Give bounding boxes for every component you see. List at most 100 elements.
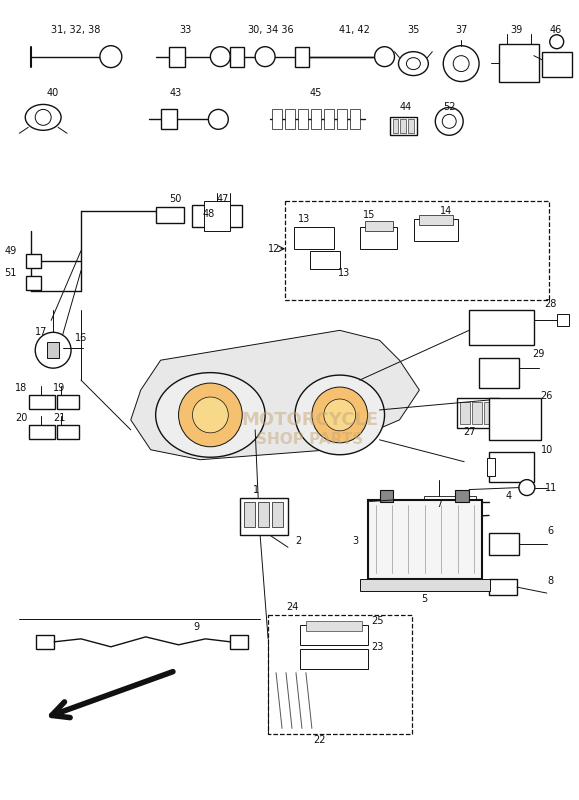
Circle shape <box>210 46 230 66</box>
Bar <box>230 46 244 66</box>
Text: 27: 27 <box>463 427 475 437</box>
Bar <box>258 502 269 527</box>
Text: 25: 25 <box>371 616 384 626</box>
Bar <box>350 110 360 130</box>
Bar <box>310 250 340 269</box>
Bar <box>47 342 59 358</box>
Text: 8: 8 <box>548 576 554 586</box>
Bar <box>479 358 519 388</box>
Bar <box>487 458 495 476</box>
Bar <box>469 310 534 346</box>
Circle shape <box>35 110 51 126</box>
Text: 23: 23 <box>371 642 384 652</box>
Bar <box>337 110 347 130</box>
Bar <box>57 395 79 409</box>
Ellipse shape <box>406 58 420 70</box>
Text: 50: 50 <box>170 194 182 204</box>
Bar <box>360 579 490 591</box>
Text: 3: 3 <box>353 536 359 546</box>
Bar <box>557 314 569 326</box>
Circle shape <box>208 110 228 130</box>
Circle shape <box>312 387 368 442</box>
Bar <box>26 275 41 290</box>
Text: 2: 2 <box>295 536 301 546</box>
Text: 46: 46 <box>549 25 562 34</box>
Text: 34 36: 34 36 <box>266 25 294 34</box>
Bar <box>300 625 368 645</box>
Bar <box>311 110 321 130</box>
Bar <box>390 507 454 522</box>
Circle shape <box>255 46 275 66</box>
Bar <box>408 119 415 134</box>
Bar <box>460 402 470 424</box>
Text: 17: 17 <box>35 327 47 338</box>
Text: 18: 18 <box>15 383 27 393</box>
Text: 15: 15 <box>364 210 376 220</box>
Text: 49: 49 <box>4 246 16 256</box>
Bar <box>390 118 417 135</box>
Circle shape <box>435 107 463 135</box>
Text: 14: 14 <box>440 206 452 216</box>
Text: 28: 28 <box>545 299 557 310</box>
Text: 21: 21 <box>53 413 65 423</box>
Bar <box>365 221 393 231</box>
Text: SHOP PARTS: SHOP PARTS <box>256 432 364 447</box>
Bar <box>272 110 282 130</box>
Text: 45: 45 <box>310 89 322 98</box>
Ellipse shape <box>398 52 428 75</box>
Text: 30,: 30, <box>247 25 263 34</box>
Bar <box>30 395 55 409</box>
Text: 29: 29 <box>533 350 545 359</box>
Text: 41, 42: 41, 42 <box>339 25 370 34</box>
Bar <box>156 207 184 223</box>
Text: 48: 48 <box>202 209 214 219</box>
Bar <box>192 205 242 227</box>
Text: 10: 10 <box>541 445 553 454</box>
Text: 4: 4 <box>506 490 512 501</box>
Bar <box>240 498 288 535</box>
Text: 51: 51 <box>4 268 16 278</box>
Bar <box>285 201 549 301</box>
Circle shape <box>442 114 456 128</box>
Text: 43: 43 <box>170 89 182 98</box>
Bar <box>244 502 255 527</box>
Text: 5: 5 <box>422 594 427 604</box>
Circle shape <box>549 34 564 49</box>
Bar <box>424 495 476 507</box>
Bar <box>489 452 534 482</box>
Bar <box>415 219 458 241</box>
Text: 24: 24 <box>286 602 298 612</box>
Text: 6: 6 <box>548 526 554 536</box>
Bar <box>324 110 334 130</box>
Text: 35: 35 <box>407 25 420 34</box>
Text: MOTORCYCLE: MOTORCYCLE <box>241 411 379 429</box>
Text: 26: 26 <box>541 391 553 401</box>
Bar <box>298 110 308 130</box>
Bar <box>30 425 55 439</box>
Text: 13: 13 <box>298 214 310 224</box>
Bar <box>457 398 499 428</box>
Bar <box>489 398 541 440</box>
Ellipse shape <box>156 373 265 458</box>
Bar <box>36 635 54 649</box>
Bar <box>57 425 79 439</box>
Text: 12: 12 <box>268 244 280 254</box>
Bar <box>368 499 482 579</box>
Bar <box>472 402 482 424</box>
Bar <box>204 201 230 231</box>
Bar <box>285 110 295 130</box>
Text: 22: 22 <box>314 735 326 746</box>
Bar <box>268 615 412 734</box>
Bar <box>160 110 177 130</box>
Bar <box>401 119 406 134</box>
Circle shape <box>35 332 71 368</box>
Text: 39: 39 <box>511 25 523 34</box>
Circle shape <box>519 480 535 495</box>
Text: 19: 19 <box>53 383 65 393</box>
Circle shape <box>100 46 122 68</box>
Bar <box>393 119 398 134</box>
Text: 16: 16 <box>75 334 87 343</box>
Polygon shape <box>131 330 419 460</box>
Text: 40: 40 <box>47 89 59 98</box>
Circle shape <box>453 56 469 71</box>
